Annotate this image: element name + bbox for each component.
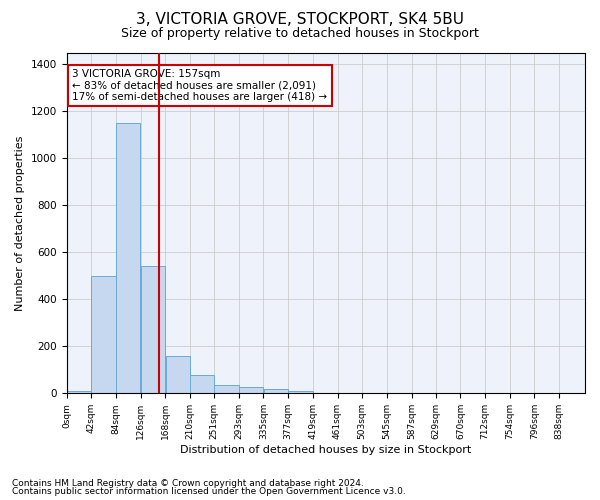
Bar <box>214 385 239 394</box>
X-axis label: Distribution of detached houses by size in Stockport: Distribution of detached houses by size … <box>180 445 472 455</box>
Bar <box>239 387 263 394</box>
Text: Contains public sector information licensed under the Open Government Licence v3: Contains public sector information licen… <box>12 487 406 496</box>
Y-axis label: Number of detached properties: Number of detached properties <box>15 135 25 310</box>
Bar <box>91 276 116 394</box>
Text: 3, VICTORIA GROVE, STOCKPORT, SK4 5BU: 3, VICTORIA GROVE, STOCKPORT, SK4 5BU <box>136 12 464 28</box>
Text: Size of property relative to detached houses in Stockport: Size of property relative to detached ho… <box>121 28 479 40</box>
Bar <box>166 356 190 394</box>
Bar <box>190 374 214 394</box>
Bar <box>141 266 165 394</box>
Bar <box>67 391 91 394</box>
Text: Contains HM Land Registry data © Crown copyright and database right 2024.: Contains HM Land Registry data © Crown c… <box>12 478 364 488</box>
Bar <box>263 389 288 394</box>
Bar <box>289 390 313 394</box>
Bar <box>116 123 140 394</box>
Text: 3 VICTORIA GROVE: 157sqm
← 83% of detached houses are smaller (2,091)
17% of sem: 3 VICTORIA GROVE: 157sqm ← 83% of detach… <box>73 69 328 102</box>
